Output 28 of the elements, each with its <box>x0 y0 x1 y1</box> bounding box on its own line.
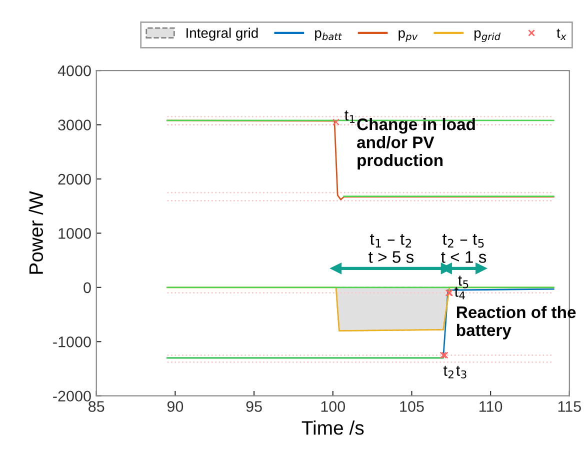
x-tick-label: 100 <box>321 401 346 412</box>
legend-label: t$_{x}$ <box>556 28 566 40</box>
legend-label: p$_{grid}$ <box>474 30 501 42</box>
x-tick-label: 115 <box>558 401 581 412</box>
x-tick-label: 90 <box>167 401 184 412</box>
y-tick-label: 2000 <box>58 174 91 185</box>
annotation: t$_{2}$ <box>443 366 454 378</box>
y-tick-label: 0 <box>84 282 91 294</box>
x-tick-label: 95 <box>246 401 262 412</box>
y-tick-label: 3000 <box>58 120 91 130</box>
legend-label: p$_{batt}$ <box>315 30 342 41</box>
x-tick-label: 85 <box>88 401 104 412</box>
y-tick-label: -1000 <box>53 336 91 348</box>
y-axis-title: Power /W <box>28 191 44 274</box>
annotation: t$_{3}$ <box>456 366 466 378</box>
x-axis-title: Time /s <box>302 420 364 435</box>
annotation: t$_{1}$ – t$_{2}$ t > 5 s <box>368 234 414 263</box>
annotation: Reaction of the battery <box>456 306 576 340</box>
annotation: Change in load and/or PV production <box>357 118 475 170</box>
y-tick-label: 4000 <box>58 65 91 76</box>
legend-label: p$_{pv}$ <box>398 30 418 42</box>
y-tick-label: 1000 <box>58 228 91 239</box>
x-tick-label: 110 <box>480 401 502 412</box>
annotation: t$_{5}$ <box>458 276 468 288</box>
x-tick-label: 105 <box>400 401 424 412</box>
annotation: t$_{2}$ – t$_{5}$ t < 1 s <box>441 234 486 263</box>
legend-label: Integral grid <box>186 28 258 41</box>
y-tick-label: -2000 <box>53 390 91 402</box>
